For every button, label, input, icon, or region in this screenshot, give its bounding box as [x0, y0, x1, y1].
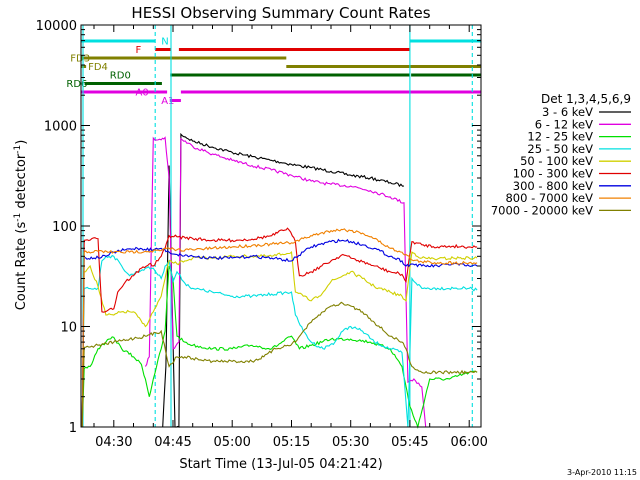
x-tick-label-0600: 06:00	[450, 435, 487, 450]
y-axis-label-end: )	[14, 140, 29, 145]
series-line-25-50-kev	[81, 254, 478, 428]
series-line-300-800-kev	[81, 238, 478, 428]
legend-label-300-800-kev: 300 - 800 keV	[513, 179, 593, 193]
legend-label-12-25-kev: 12 - 25 keV	[527, 130, 593, 144]
y-tick-label-10000: 10000	[36, 19, 77, 34]
x-axis-label: Start Time (13-Jul-05 04:21:42)	[179, 457, 382, 472]
series-line-7000-20000-kev	[81, 301, 478, 428]
y-axis-label-sup2: -1	[13, 145, 23, 154]
y-axis-label-sup1: -1	[13, 213, 23, 222]
legend-label-3-6-kev: 3 - 6 keV	[542, 105, 593, 119]
x-tick-label-0500: 05:00	[213, 435, 250, 450]
series-line-3-6-kev	[162, 132, 405, 428]
series-line-6-12-kev	[144, 136, 427, 428]
series-line-50-100-kev	[81, 251, 478, 428]
y-axis-label-main: Count Rate (s	[14, 222, 29, 311]
flag-label-rd0: RD0	[110, 71, 131, 82]
flag-label-fd4: FD4	[88, 62, 108, 73]
x-tick-label-0445: 04:45	[154, 435, 191, 450]
flag-label-a1: A1	[161, 96, 174, 107]
y-axis-ticks: 1 10 100 1000 10000	[36, 19, 481, 436]
series-line-12-25-kev	[81, 265, 478, 430]
flag-label-a0: A0	[136, 88, 149, 99]
legend-label-7000-20000-kev: 7000 - 20000 keV	[491, 203, 593, 217]
x-axis-ticks: 04:30 04:45 05:00 05:15 05:30 05:45 06:00	[93, 25, 488, 450]
chart-title: HESSI Observing Summary Count Rates	[131, 4, 430, 22]
flag-label-rd6: RD6	[66, 79, 87, 90]
x-tick-label-0515: 05:15	[273, 435, 310, 450]
series-lines	[81, 132, 478, 430]
flag-label-fd3: FD3	[70, 54, 90, 65]
legend-label-50-100-kev: 50 - 100 keV	[520, 154, 593, 168]
series-line-800-7000-kev	[81, 228, 478, 428]
y-tick-label-100: 100	[52, 220, 77, 235]
x-tick-label-0530: 05:30	[332, 435, 369, 450]
legend-label-100-300-kev: 100 - 300 keV	[513, 167, 593, 181]
flag-label-f: F	[136, 45, 142, 56]
series-line-100-300-kev	[81, 227, 478, 428]
y-tick-label-1: 1	[69, 421, 77, 436]
y-axis-label: Count Rate (s-1 detector-1)	[13, 140, 29, 311]
y-tick-label-10: 10	[60, 321, 77, 336]
footer-timestamp: 3-Apr-2010 11:15	[567, 468, 637, 477]
legend-label-6-12-kev: 6 - 12 keV	[535, 117, 593, 131]
legend-label-800-7000-kev: 800 - 7000 keV	[505, 191, 593, 205]
y-axis-label-mid: detector	[14, 153, 29, 213]
x-tick-label-0430: 04:30	[95, 435, 132, 450]
legend-label-25-50-kev: 25 - 50 keV	[527, 142, 593, 156]
plot-frame	[80, 24, 482, 428]
flag-label-n: N	[161, 37, 168, 48]
y-tick-label-1000: 1000	[44, 120, 77, 135]
x-tick-label-0545: 05:45	[391, 435, 428, 450]
legend-title: Det 1,3,4,5,6,9	[541, 92, 631, 106]
